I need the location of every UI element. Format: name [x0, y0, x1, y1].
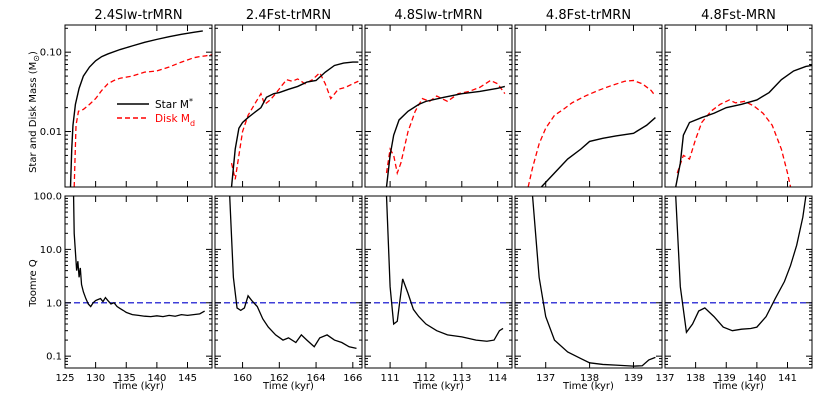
- panel-frame: [214, 195, 363, 369]
- x-tick-label: 164: [307, 373, 326, 384]
- panel-4: 4.8Fst-trMRN 137 138 139 Time (kyr): [514, 8, 663, 392]
- star-mass-line: [69, 30, 203, 187]
- mass-series: [69, 30, 212, 187]
- disk-mass-line: [385, 79, 506, 176]
- panel-5: 4.8Fst-MRN 137 138 139 140 141 Time (kyr): [655, 8, 813, 392]
- toomre-series: [665, 196, 812, 334]
- mass-series: [385, 79, 506, 187]
- row-labels: Star and Disk Mass (M⊙) Toomre Q: [28, 51, 41, 308]
- mass-series: [675, 64, 812, 187]
- y-tick-label: 1.0: [46, 298, 62, 309]
- legend: Star M* Disk Md: [117, 97, 195, 128]
- x-tick-label: 141: [778, 373, 797, 384]
- toomre-series: [65, 196, 212, 318]
- x-axis-label: Time (kyr): [712, 381, 764, 392]
- toomre-q-line: [229, 196, 357, 349]
- bottom-row-ylabel: Toomre Q: [28, 259, 39, 308]
- toomre-series: [365, 196, 512, 342]
- panel-1: 2.4Slw-trMRN 0.01 0.10 0.1 1.0 10.0 100.0 125 13…: [33, 8, 213, 392]
- y-tick-label: 0.01: [40, 127, 62, 138]
- x-tick-label: 114: [488, 373, 507, 384]
- panel-title: 4.8Slw-trMRN: [394, 8, 482, 23]
- x-tick-label: 137: [655, 373, 674, 384]
- x-tick-label: 140: [147, 373, 166, 384]
- legend-label-main: Star M: [155, 99, 189, 111]
- toomre-series: [215, 196, 362, 349]
- panel-frame: [64, 195, 213, 369]
- mass-series: [527, 79, 656, 187]
- panel-title: 4.8Fst-trMRN: [546, 8, 631, 23]
- star-mass-line: [385, 85, 506, 187]
- legend-label-1: Star M*: [155, 97, 193, 111]
- x-tick-label: 137: [536, 373, 555, 384]
- x-tick-label: 111: [381, 373, 400, 384]
- panel-frame: [364, 24, 513, 188]
- x-tick-label: 160: [233, 373, 252, 384]
- x-tick-label: 140: [747, 373, 766, 384]
- legend-label-sub: d: [190, 119, 195, 128]
- mass-series: [230, 61, 359, 187]
- x-tick-label: 166: [343, 373, 362, 384]
- legend-label-sub: *: [189, 97, 193, 106]
- star-mass-line: [540, 117, 656, 187]
- x-axis-label: Time (kyr): [262, 381, 314, 392]
- top-row-ylabel-sub: ⊙: [32, 55, 41, 62]
- panels: 2.4Slw-trMRN 0.01 0.10 0.1 1.0 10.0 100.0 125 13…: [33, 8, 813, 392]
- legend-label-2: Disk Md: [155, 113, 195, 128]
- x-tick-label: 125: [55, 373, 74, 384]
- x-axis-label: Time (kyr): [412, 381, 464, 392]
- panel-frame: [514, 195, 663, 369]
- toomre-series: [515, 196, 662, 367]
- panel-frame: [664, 24, 813, 188]
- panel-title: 2.4Fst-trMRN: [246, 8, 331, 23]
- disk-mass-line: [676, 99, 792, 187]
- panel-2: 2.4Fst-trMRN 160 162 164 166 Time (kyr): [214, 8, 363, 392]
- star-mass-line: [230, 61, 359, 187]
- x-tick-label: 135: [117, 373, 136, 384]
- y-tick-label: 0.1: [46, 352, 62, 363]
- star-mass-line: [675, 64, 812, 187]
- panel-frame: [214, 24, 363, 188]
- x-tick-label: 162: [270, 373, 289, 384]
- y-tick-label: 100.0: [33, 192, 62, 203]
- x-tick-label: 139: [624, 373, 643, 384]
- panel-frame: [664, 195, 813, 369]
- x-tick-label: 112: [416, 373, 435, 384]
- disk-mass-line: [527, 79, 656, 187]
- top-row-ylabel-close: ): [28, 51, 39, 55]
- legend-label-main: Disk M: [155, 113, 190, 125]
- panel-title: 2.4Slw-trMRN: [94, 8, 182, 23]
- y-tick-label: 0.10: [40, 48, 62, 59]
- x-axis-label: Time (kyr): [112, 381, 164, 392]
- toomre-q-line: [675, 196, 807, 334]
- x-tick-label: 130: [86, 373, 105, 384]
- x-tick-label: 139: [717, 373, 736, 384]
- y-tick-label: 10.0: [40, 245, 62, 256]
- disk-mass-line: [230, 71, 359, 180]
- top-row-ylabel: Star and Disk Mass (M⊙): [28, 51, 41, 173]
- toomre-q-line: [72, 196, 205, 318]
- panel-title: 4.8Fst-MRN: [701, 8, 776, 23]
- panel-frame: [514, 24, 663, 188]
- disk-mass-line: [73, 54, 212, 187]
- x-axis-label: Time (kyr): [562, 381, 614, 392]
- panel-frame: [64, 24, 213, 188]
- panel-frame: [364, 195, 513, 369]
- toomre-q-line: [531, 196, 656, 367]
- x-tick-label: 138: [580, 373, 599, 384]
- x-tick-label: 138: [686, 373, 705, 384]
- top-row-ylabel-main: Star and Disk Mass (M: [28, 62, 39, 173]
- toomre-q-line: [385, 196, 504, 342]
- x-tick-label: 145: [178, 373, 197, 384]
- x-tick-label: 113: [452, 373, 471, 384]
- panel-3: 4.8Slw-trMRN 111 112 113 114 Time (kyr): [364, 8, 513, 392]
